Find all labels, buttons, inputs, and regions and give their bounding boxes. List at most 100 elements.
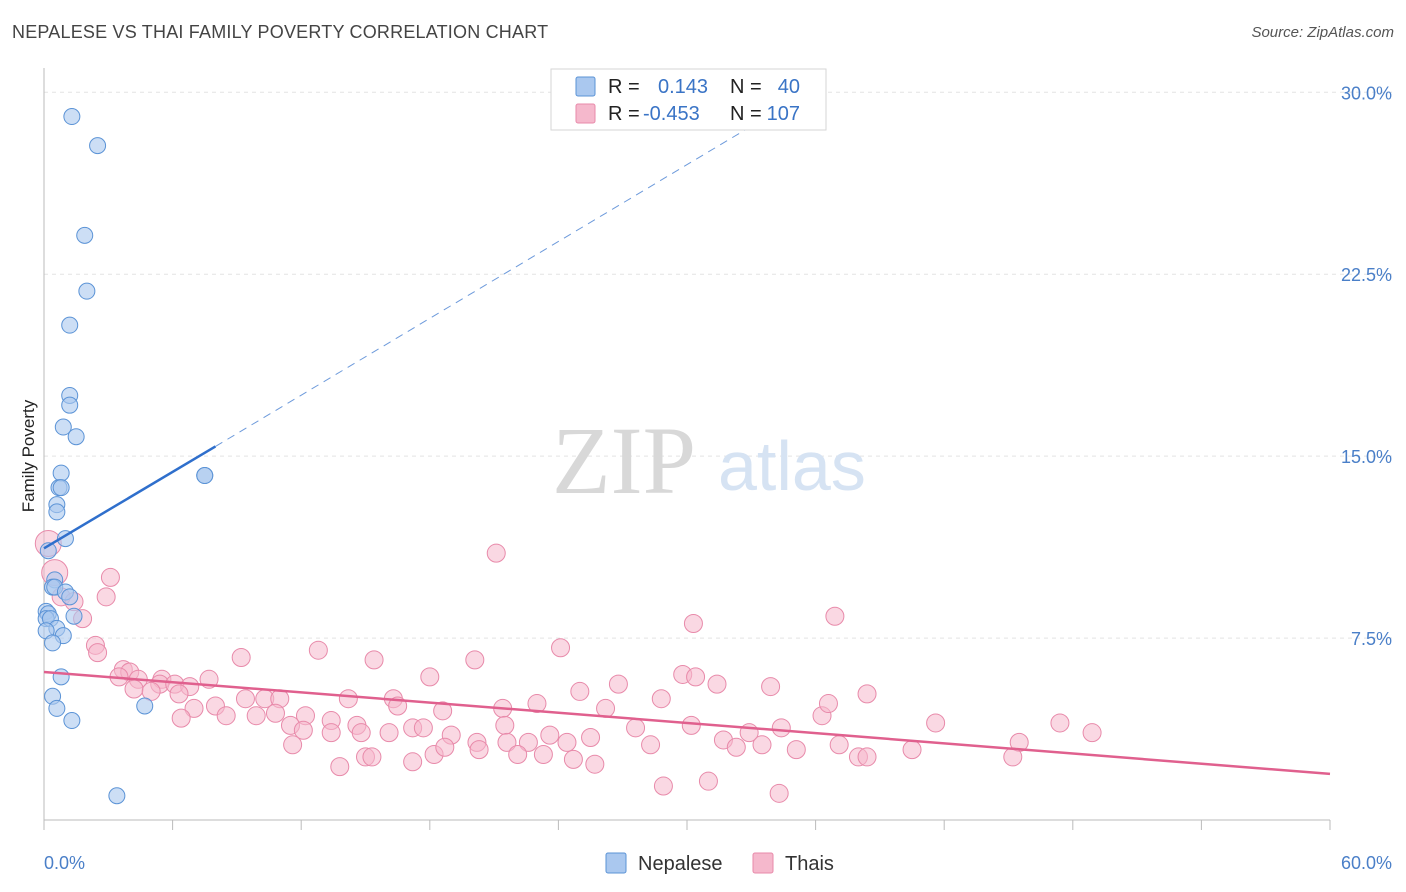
thai-point <box>486 543 506 563</box>
nepalese-point <box>52 479 70 497</box>
thai-point <box>902 740 922 760</box>
y-tick-label-1: 15.0% <box>1341 447 1392 467</box>
thai-point <box>857 684 877 704</box>
series-legend: Nepalese Thais <box>605 852 834 875</box>
thai-point <box>308 640 328 660</box>
stats-legend: R = 0.143 N = 40 R = -0.453 N = 107 <box>550 68 827 131</box>
thai-point <box>235 689 255 709</box>
thai-point <box>364 650 384 670</box>
legend-n-label-2: N = <box>730 103 762 125</box>
thai-point <box>651 689 671 709</box>
thai-point <box>527 694 547 714</box>
nepalese-point <box>108 787 126 805</box>
watermark-zip: ZIP <box>552 407 696 514</box>
legend-r-value-2: -0.453 <box>643 103 700 125</box>
nepalese-point <box>89 137 107 155</box>
stats-legend-box <box>550 68 827 131</box>
nepalese-point <box>63 108 81 126</box>
nepalese-point <box>63 712 81 730</box>
nepalese-point <box>65 607 83 625</box>
legend-nepalese-label: Nepalese <box>638 853 723 875</box>
thai-point <box>465 650 485 670</box>
thai-point <box>265 703 285 723</box>
thai-point <box>825 606 845 626</box>
thai-point <box>563 749 583 769</box>
thai-point <box>435 737 455 757</box>
thai-point <box>608 674 628 694</box>
nepalese-point <box>196 467 214 485</box>
trend-layer <box>43 125 1331 776</box>
thai-point <box>420 667 440 687</box>
nepalese-point <box>48 699 66 717</box>
nepalese-point <box>48 503 66 521</box>
thai-point <box>403 752 423 772</box>
legend-nepalese-swatch <box>605 852 627 874</box>
thai-point <box>769 783 789 803</box>
thai-point <box>1050 713 1070 733</box>
legend-r-label-2: R = <box>608 103 640 125</box>
thai-point <box>518 732 538 752</box>
x-tick-label-max: 60.0% <box>1341 853 1392 873</box>
thai-points <box>34 529 1102 803</box>
y-tick-label-3: 30.0% <box>1341 83 1392 103</box>
thai-point <box>683 614 703 634</box>
thai-point <box>596 698 616 718</box>
nepalese-trend-extension <box>215 125 752 447</box>
thai-point <box>551 638 571 658</box>
thai-point <box>362 747 382 767</box>
y-tick-label-0: 7.5% <box>1351 629 1392 649</box>
thai-point <box>698 771 718 791</box>
nepalese-swatch <box>575 76 596 97</box>
y-axis-label: Family Poverty <box>19 399 38 512</box>
nepalese-point <box>61 396 79 414</box>
thai-point <box>570 681 590 701</box>
axis-layer <box>43 68 1331 830</box>
thai-point <box>171 708 191 728</box>
thai-point <box>469 740 489 760</box>
thai-point <box>495 715 515 735</box>
legend-n-label-1: N = <box>730 76 762 98</box>
thai-point <box>100 567 120 587</box>
thai-point <box>379 723 399 743</box>
thai-trend-line <box>43 670 1331 776</box>
nepalese-point <box>61 588 79 606</box>
thai-point <box>761 677 781 697</box>
nepalese-point <box>44 634 62 652</box>
thai-point <box>351 723 371 743</box>
thai-point <box>626 718 646 738</box>
thai-point <box>216 706 236 726</box>
thai-point <box>771 718 791 738</box>
thai-point <box>497 732 517 752</box>
thai-point <box>169 684 189 704</box>
y-tick-labels: 7.5% 15.0% 22.5% 30.0% <box>1341 83 1392 649</box>
thai-point <box>829 735 849 755</box>
thai-point <box>1003 747 1023 767</box>
thai-point <box>818 694 838 714</box>
nepalese-point <box>78 282 96 300</box>
nepalese-point <box>61 316 79 334</box>
thai-point <box>88 643 108 663</box>
legend-thais-swatch <box>752 852 774 874</box>
y-tick-label-2: 22.5% <box>1341 265 1392 285</box>
thai-point <box>581 728 601 748</box>
nepalese-point <box>52 668 70 686</box>
watermark-atlas: atlas <box>718 427 866 505</box>
thai-point <box>330 757 350 777</box>
thai-point <box>540 725 560 745</box>
thai-point <box>653 776 673 796</box>
thai-point <box>246 706 266 726</box>
legend-r-value-1: 0.143 <box>658 76 708 98</box>
thai-point <box>857 747 877 767</box>
thai-point <box>96 587 116 607</box>
thai-point <box>557 732 577 752</box>
thai-point <box>681 715 701 735</box>
thai-point <box>1082 723 1102 743</box>
nepalese-point <box>67 428 85 446</box>
thai-point <box>124 679 144 699</box>
thai-point <box>413 718 433 738</box>
nepalese-trend-line <box>43 445 217 550</box>
thai-point <box>585 754 605 774</box>
thai-point <box>338 689 358 709</box>
thai-point <box>641 735 661 755</box>
